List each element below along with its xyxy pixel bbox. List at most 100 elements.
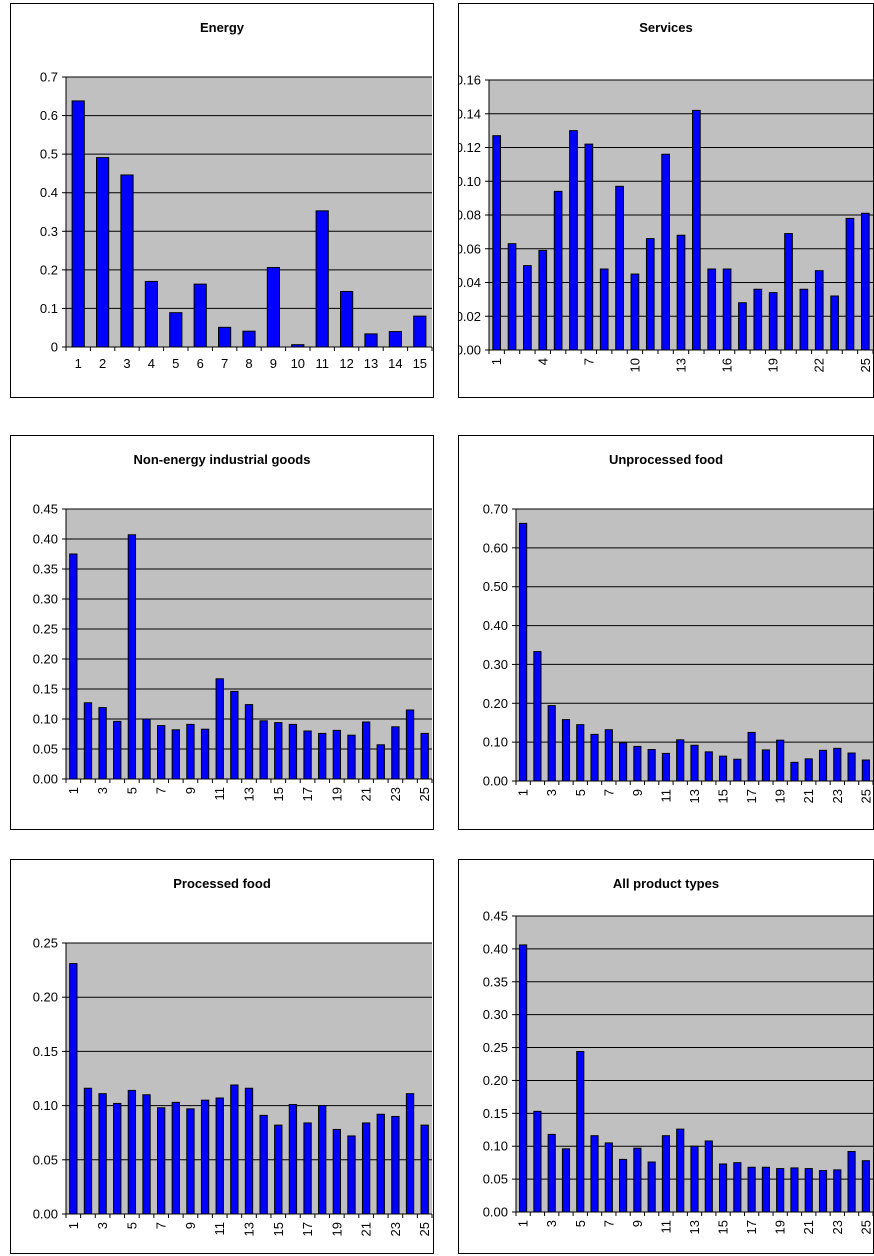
y-tick-label: 0.05: [483, 1172, 508, 1187]
bar: [718, 755, 728, 782]
bar: [661, 1135, 671, 1213]
x-tick-label: 8: [245, 356, 252, 371]
bar: [590, 1135, 599, 1213]
y-tick-label: 0.20: [33, 990, 58, 1005]
y-tick-label: 0.3: [40, 224, 58, 239]
bar: [347, 1135, 356, 1215]
bar: [347, 734, 356, 780]
bar: [492, 135, 502, 351]
bar: [171, 729, 180, 780]
bar: [676, 739, 685, 782]
bar: [676, 234, 686, 351]
bar: [761, 1166, 770, 1213]
x-tick-label: 13: [242, 1222, 257, 1236]
bar: [861, 1160, 870, 1213]
bar: [340, 290, 354, 348]
bar: [561, 1148, 571, 1213]
y-tick-label: 0: [51, 340, 58, 355]
bar: [420, 732, 429, 780]
bar: [69, 553, 78, 780]
y-tick-label: 0.25: [33, 936, 58, 951]
bar: [804, 1168, 813, 1213]
bar: [676, 1128, 685, 1213]
y-tick-label: 0.45: [483, 909, 508, 924]
bar: [303, 1122, 312, 1215]
bar: [215, 678, 224, 780]
bar: [633, 1147, 642, 1213]
y-tick-label: 0.02: [459, 309, 481, 324]
x-tick-label: 2: [99, 356, 106, 371]
x-tick-label: 9: [183, 787, 198, 794]
x-tick-label: 15: [271, 787, 286, 801]
bar: [818, 1170, 828, 1213]
y-tick-label: 0.00: [33, 772, 58, 787]
x-tick-label: 5: [172, 356, 179, 371]
bar: [847, 752, 856, 782]
bar: [186, 1108, 195, 1215]
x-tick-label: 7: [154, 787, 169, 794]
chart-panel-all-product-types: All product types 0.00 0.05 0.10 0.15 0.20 0.…: [458, 859, 874, 1254]
bar: [413, 315, 427, 348]
bar: [784, 233, 793, 351]
bar: [547, 1133, 556, 1213]
bar: [519, 944, 528, 1213]
bar: [615, 185, 624, 351]
bar: [127, 534, 137, 780]
chart-panel-processed-food: Processed food 0.00 0.05 0.10 0.15 0.20 0.25 1…: [10, 859, 434, 1254]
chart-panel-unprocessed-food: Unprocessed food 0.00 0.10 0.20 0.30 0.40 0.5…: [458, 435, 874, 830]
x-tick-label: 10: [627, 358, 642, 372]
bar: [315, 210, 329, 348]
x-tick-label: 5: [124, 1222, 139, 1229]
bar: [707, 268, 717, 351]
bar: [361, 1122, 371, 1215]
y-tick-label: 0.00: [483, 774, 508, 789]
bar: [71, 100, 85, 348]
x-tick-label: 11: [658, 789, 673, 803]
bar: [144, 280, 159, 348]
chart-title: Energy: [199, 20, 245, 35]
bar: [584, 143, 594, 351]
y-tick-label: 0.20: [483, 696, 508, 711]
chart-panel-energy: Energy 0 0.1 0.2 0.3 0.4 0.5 0.6 0.7 1 2 3 4 5 6 7 8 9 10…: [10, 3, 434, 398]
x-tick-label: 19: [773, 789, 788, 803]
bar: [230, 690, 239, 780]
y-tick-label: 0.60: [483, 540, 508, 555]
y-tick-label: 0.10: [33, 1098, 58, 1113]
bar: [761, 749, 770, 782]
y-tick-label: 0.15: [483, 1106, 508, 1121]
bar: [604, 729, 613, 782]
y-tick-label: 0.30: [483, 1007, 508, 1022]
bar-chart-processed-food: 0.000.050.100.150.200.251 3 5 7 9 11 13 15 17 19 2…: [33, 936, 433, 1236]
y-tick-label: 0.00: [33, 1207, 58, 1222]
x-tick-label: 5: [573, 1220, 588, 1227]
bar: [576, 724, 585, 782]
x-tick-label: 15: [413, 356, 427, 371]
bar: [391, 1115, 400, 1215]
bar: [861, 759, 870, 782]
chart-panel-services: Services 0.00 0.02 0.04 0.06 0.08 0.10 0.12 0.1…: [458, 3, 874, 398]
y-tick-label: 0.00: [459, 343, 481, 358]
bar: [120, 174, 134, 348]
y-tick-label: 0.35: [33, 562, 58, 577]
x-tick-label: 17: [744, 1220, 759, 1234]
x-tick-label: 7: [221, 356, 228, 371]
bar: [619, 742, 628, 782]
bar: [157, 725, 166, 780]
bar: [242, 330, 256, 348]
bar: [533, 651, 542, 782]
chart-title: All product types: [612, 876, 720, 891]
bar-chart-services: 0.00 0.02 0.04 0.06 0.08 0.10 0.12 0.14 0.16 1 4 7 1…: [459, 73, 874, 372]
bar: [561, 719, 571, 782]
bar: [332, 729, 341, 780]
bar: [200, 1099, 210, 1215]
chart-title: Non-energy industrial goods: [133, 452, 311, 467]
bar: [814, 270, 824, 351]
x-tick-label: 12: [339, 356, 353, 371]
bar: [69, 963, 78, 1215]
y-tick-label: 0.40: [483, 941, 508, 956]
bar: [604, 1142, 613, 1213]
bar: [776, 1168, 785, 1213]
bar: [833, 1169, 842, 1213]
bar: [361, 721, 371, 780]
y-tick-label: 0.10: [483, 735, 508, 750]
